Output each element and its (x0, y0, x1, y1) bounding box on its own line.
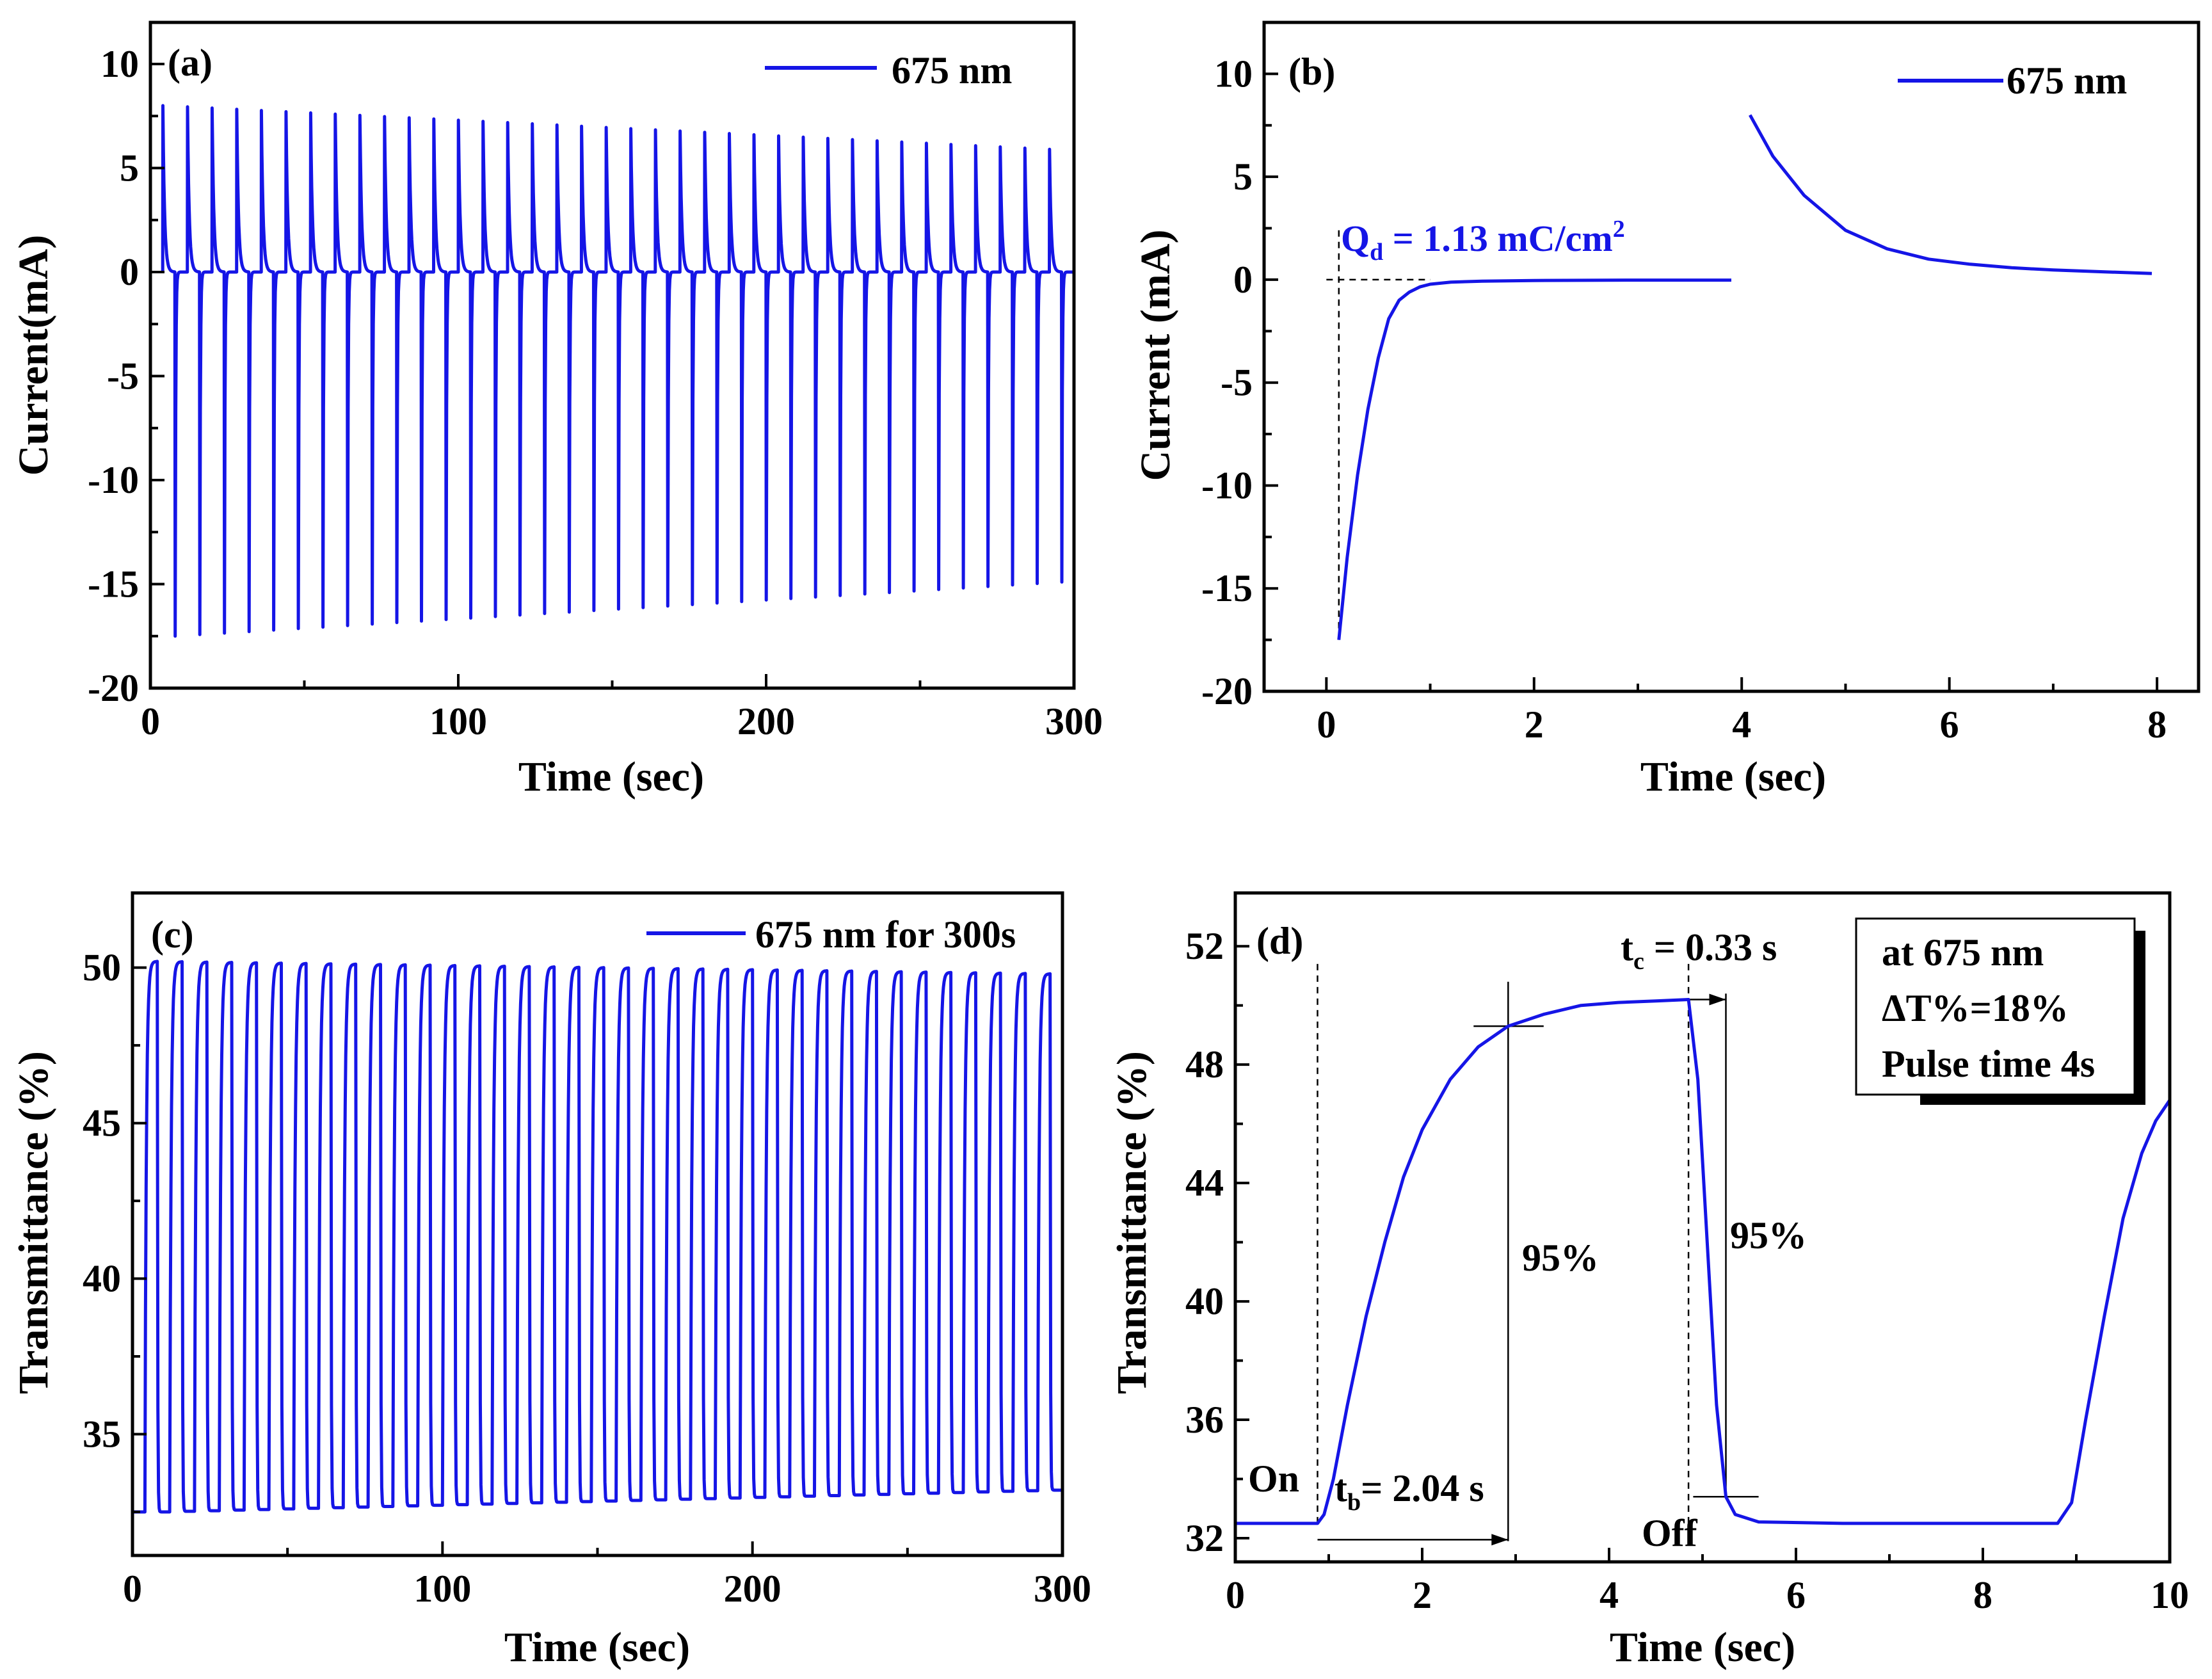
panel-c-x-axis-title: Time (sec) (504, 1624, 690, 1671)
panel-c: 0 100 200 300 35 40 45 50 (c) 675 nm for 300s T… (10, 891, 1091, 1671)
d-x-tick-label: 0 (1226, 1574, 1245, 1616)
panel-a-frame (148, 20, 1076, 690)
c-y-tick-label: 45 (83, 1102, 121, 1145)
panel-d: 0 2 4 6 8 10 32 36 40 44 48 52 (d) On Off tb= 2.04 … (1109, 891, 2189, 1671)
panel-d-info-line-3: Pulse time 4s (1882, 1043, 2095, 1085)
panel-d-frame (1233, 891, 2172, 1564)
b-y-tick-label: 10 (1214, 52, 1253, 95)
a-y-tick-label: 0 (120, 251, 139, 293)
panel-d-label: (d) (1256, 920, 1303, 962)
panel-d-95pct-right: 95% (1730, 1214, 1807, 1257)
panel-b-label: (b) (1288, 51, 1335, 93)
panel-d-x-axis-title: Time (sec) (1610, 1624, 1795, 1671)
a-x-tick-label: 0 (141, 700, 160, 743)
d-x-tick-label: 10 (2151, 1574, 2189, 1616)
b-x-tick-label: 8 (2147, 703, 2167, 746)
c-x-tick-label: 200 (724, 1568, 781, 1610)
c-y-tick-label: 50 (83, 947, 121, 989)
panel-d-y-axis-title: Transmittance (%) (1109, 1051, 1155, 1394)
d-y-tick-label: 36 (1185, 1399, 1224, 1441)
panel-d-tc-arrow-head (1709, 993, 1726, 1006)
c-y-tick-label: 40 (83, 1258, 121, 1300)
b-y-tick-label: 5 (1233, 156, 1253, 198)
panel-a-y-axis-title: Current(mA) (10, 235, 57, 476)
panel-a-label: (a) (168, 42, 212, 84)
panel-d-transmittance-series (1235, 998, 2172, 1525)
a-x-tick-label: 200 (737, 700, 795, 743)
c-x-tick-label: 300 (1034, 1568, 1091, 1610)
a-y-tick-label: -15 (88, 563, 139, 606)
b-x-tick-label: 4 (1732, 703, 1751, 746)
panel-b-charge-annotation: Qd = 1.13 mC/cm2 (1341, 216, 1625, 266)
panel-a-legend-label: 675 nm (892, 49, 1012, 92)
panel-a-x-axis-title: Time (sec) (518, 753, 704, 800)
panel-c-transmittance-series (132, 960, 1064, 1514)
a-x-tick-label: 100 (429, 700, 487, 743)
panel-b-y-axis-title: Current (mA) (1132, 230, 1179, 481)
panel-d-tb-label: tb= 2.04 s (1334, 1467, 1484, 1516)
d-y-tick-label: 32 (1185, 1517, 1224, 1559)
b-x-tick-label: 6 (1940, 703, 1959, 746)
d-x-tick-label: 4 (1599, 1574, 1619, 1616)
d-y-tick-label: 52 (1185, 925, 1224, 967)
panel-d-tb-arrow-head (1491, 1534, 1509, 1546)
panel-c-y-axis-title: Transmittance (%) (10, 1051, 57, 1394)
d-x-tick-label: 8 (1973, 1574, 1992, 1616)
a-y-tick-label: -20 (88, 667, 139, 709)
b-y-tick-label: 0 (1233, 259, 1253, 301)
panel-a-current-series (161, 104, 1075, 638)
panel-b: 0 2 4 6 8 -20 -15 -10 -5 0 5 10 (b) 675 nm Qd = 1.1… (1132, 20, 2200, 800)
panel-d-off-label: Off (1642, 1512, 1698, 1554)
panel-d-tc-label: tc = 0.33 s (1621, 926, 1777, 975)
b-x-tick-label: 2 (1525, 703, 1544, 746)
b-y-tick-label: -10 (1201, 464, 1253, 506)
b-y-tick-label: -15 (1201, 567, 1253, 609)
b-x-tick-label: 0 (1317, 703, 1336, 746)
panel-b-bleaching-series (1749, 114, 2152, 275)
panel-c-frame (131, 891, 1064, 1557)
panel-d-info-line-2: ΔT%=18% (1882, 987, 2069, 1029)
panel-b-x-axis-title: Time (sec) (1640, 753, 1826, 800)
panel-d-95pct-left: 95% (1522, 1237, 1599, 1279)
panel-b-frame (1262, 20, 2200, 693)
c-y-tick-label: 35 (83, 1413, 121, 1455)
b-y-tick-label: -5 (1221, 362, 1253, 404)
d-x-tick-label: 6 (1786, 1574, 1806, 1616)
a-y-tick-label: 5 (120, 147, 139, 189)
panel-b-coloring-series (1337, 278, 1731, 640)
d-y-tick-label: 48 (1185, 1043, 1224, 1086)
a-y-tick-label: -10 (88, 459, 139, 501)
c-x-tick-label: 100 (413, 1568, 471, 1610)
panel-c-label: (c) (151, 913, 194, 956)
b-y-tick-label: -20 (1201, 670, 1253, 712)
d-y-tick-label: 40 (1185, 1280, 1224, 1322)
c-x-tick-label: 0 (123, 1568, 142, 1610)
panel-a: 0 100 200 300 -20 -15 -10 -5 0 5 10 (a) 675 nm Tim… (10, 20, 1103, 800)
d-y-tick-label: 44 (1185, 1162, 1224, 1204)
panel-c-legend-label: 675 nm for 300s (755, 913, 1016, 956)
a-y-tick-label: 10 (100, 43, 139, 85)
panel-d-info-line-1: at 675 nm (1882, 931, 2044, 974)
a-x-tick-label: 300 (1045, 700, 1103, 743)
panel-d-info-box (1855, 917, 2136, 1096)
d-x-tick-label: 2 (1413, 1574, 1432, 1616)
panel-b-legend-label: 675 nm (2007, 60, 2127, 102)
a-y-tick-label: -5 (107, 355, 139, 398)
panel-d-on-label: On (1248, 1458, 1299, 1500)
